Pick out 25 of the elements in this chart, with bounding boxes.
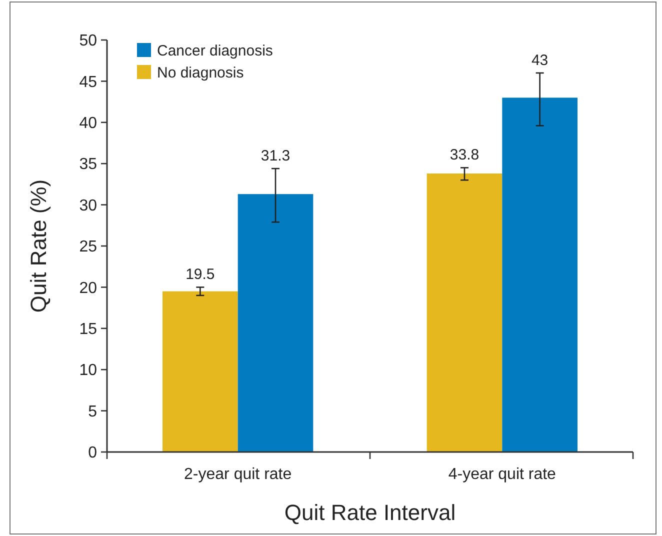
y-tick-label: 45 xyxy=(79,74,98,91)
y-tick-label: 10 xyxy=(79,362,98,380)
y-tick-label: 15 xyxy=(79,321,98,338)
y-axis-title: Quit Rate (%) xyxy=(26,179,51,313)
y-tick-label: 5 xyxy=(88,403,98,420)
y-tick-label: 0 xyxy=(88,444,98,462)
data-label: 31.3 xyxy=(260,148,290,165)
bar xyxy=(502,98,578,452)
data-label: 43 xyxy=(531,52,548,69)
legend-label: Cancer diagnosis xyxy=(157,42,273,60)
bar xyxy=(426,173,502,452)
y-tick-label: 50 xyxy=(79,32,98,50)
legend-label: No diagnosis xyxy=(157,64,244,82)
y-tick-label: 35 xyxy=(79,156,98,174)
x-tick-label: 4-year quit rate xyxy=(448,466,556,483)
x-axis-title: Quit Rate Interval xyxy=(284,500,456,525)
y-tick-label: 20 xyxy=(79,280,98,297)
bar xyxy=(162,291,238,452)
y-tick-label: 25 xyxy=(79,238,98,256)
y-tick-label: 30 xyxy=(79,197,98,214)
y-tick-label: 40 xyxy=(79,115,98,132)
data-label: 33.8 xyxy=(450,146,480,164)
data-label: 19.5 xyxy=(186,266,215,284)
bar xyxy=(238,194,314,452)
x-tick-label: 2-year quit rate xyxy=(184,466,292,483)
